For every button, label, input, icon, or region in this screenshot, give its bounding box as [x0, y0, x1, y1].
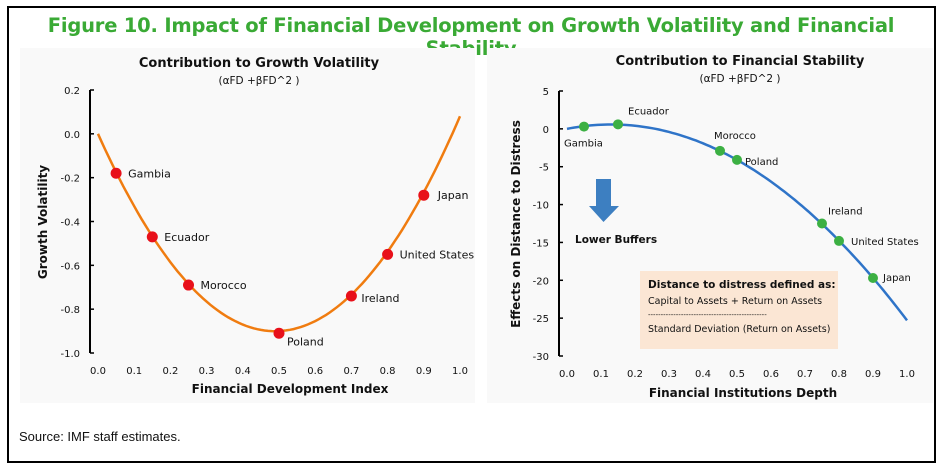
right-x-tick-label: 0.5 [729, 369, 745, 380]
left-x-tick-label: 0.5 [271, 366, 287, 377]
right-y-tick-label: -20 [533, 276, 549, 287]
right-point-ecuador [613, 119, 623, 130]
left-x-tick-label: 0.9 [416, 366, 432, 377]
right-plot: 5 0 -5 -10 -15 -20 -25 -30 0.0 0.1 0.2 0.3 0.4 0.5 0.6… [533, 87, 919, 380]
source-note: Source: IMF staff estimates. [19, 429, 181, 444]
lower-buffers-label: Lower Buffers [575, 234, 657, 246]
left-point-morocco [183, 279, 194, 291]
right-chart-subtitle: (αFD +βFD^2 ) [699, 73, 780, 85]
left-plot: 0.2 0.0 -0.2 -0.4 -0.6 -0.8 -1.0 0.0 0.1 0.2 0.3 0.… [60, 86, 474, 377]
right-x-axis-label: Financial Institutions Depth [649, 386, 837, 400]
definition-denominator: Standard Deviation (Return on Assets) [648, 324, 830, 335]
lower-buffers-arrow: Lower Buffers [575, 179, 657, 246]
right-point-gambia [579, 121, 589, 132]
right-chart-title: Contribution to Financial Stability [616, 54, 865, 69]
right-point-ireland [817, 218, 827, 229]
left-x-tick-label: 0.0 [90, 366, 106, 377]
left-point-japan [418, 189, 430, 201]
left-point-label: Japan [437, 189, 469, 202]
left-point-label: Morocco [201, 279, 247, 292]
right-point-label: Poland [745, 157, 778, 168]
left-point-united-states [382, 248, 394, 260]
right-x-tick-label: 0.3 [661, 369, 677, 380]
right-point-label: Gambia [564, 139, 603, 150]
left-y-tick-label: -0.8 [60, 305, 80, 316]
left-x-tick-label: 0.6 [307, 366, 323, 377]
right-x-tick-label: 0.6 [763, 369, 779, 380]
left-y-tick-label: 0.0 [64, 130, 80, 141]
left-point-label: United States [400, 248, 475, 261]
right-point-label: Ecuador [628, 106, 670, 117]
left-chart-background [20, 48, 475, 403]
right-y-tick-label: 5 [543, 87, 549, 98]
left-point-label: Gambia [128, 167, 171, 180]
right-point-united-states [834, 235, 844, 246]
right-point-label: Ireland [828, 207, 863, 218]
left-x-tick-label: 0.4 [235, 366, 251, 377]
right-y-tick-label: -15 [533, 238, 549, 249]
left-x-tick-label: 0.8 [380, 366, 396, 377]
right-x-tick-label: 0.7 [797, 369, 813, 380]
definition-divider: ----------------------------------------… [648, 311, 767, 319]
right-x-tick-label: 0.2 [627, 369, 643, 380]
left-x-tick-label: 0.1 [126, 366, 142, 377]
left-point-poland [273, 327, 285, 339]
left-point-label: Poland [287, 335, 324, 348]
right-y-tick-label: 0 [543, 125, 549, 136]
right-point-label: Morocco [714, 131, 756, 142]
left-y-tick-label: -0.6 [60, 261, 80, 272]
definition-heading: Distance to distress defined as: [648, 279, 836, 291]
left-point-ireland [345, 290, 357, 302]
right-y-axis-label: Effects on Distance to Distress [509, 120, 523, 328]
left-y-axis-label: Growth Volatility [36, 165, 50, 279]
right-y-tick-label: -25 [533, 314, 549, 325]
right-x-tick-label: 1.0 [899, 369, 915, 380]
right-x-tick-label: 0.1 [593, 369, 609, 380]
right-x-tick-label: 0.8 [831, 369, 847, 380]
definition-numerator: Capital to Assets + Return on Assets [648, 296, 822, 307]
right-x-tick-label: 0.9 [865, 369, 881, 380]
left-point-gambia [110, 167, 122, 179]
right-point-label: Japan [882, 273, 911, 284]
right-y-tick-label: -30 [533, 352, 549, 363]
right-point-morocco [715, 145, 725, 156]
figure-frame [7, 6, 936, 463]
right-point-poland [732, 154, 742, 165]
right-x-tick-label: 0.0 [559, 369, 575, 380]
left-point-ecuador [146, 231, 158, 243]
left-x-tick-label: 0.7 [343, 366, 359, 377]
left-y-tick-label: -0.2 [60, 174, 80, 185]
right-y-tick-label: -10 [533, 201, 549, 212]
left-x-tick-label: 1.0 [452, 366, 468, 377]
right-point-label: United States [851, 237, 919, 248]
left-y-tick-label: -0.4 [60, 218, 80, 229]
definition-box-background [640, 271, 838, 349]
left-y-tick-label: 0.2 [64, 86, 80, 97]
left-x-tick-label: 0.3 [199, 366, 215, 377]
right-chart-background [487, 48, 933, 403]
right-x-tick-label: 0.4 [695, 369, 711, 380]
definition-box: Distance to distress defined as: Capital… [640, 271, 838, 349]
left-chart-title: Contribution to Growth Volatility [139, 56, 380, 71]
left-chart-subtitle: (αFD +βFD^2 ) [218, 75, 299, 87]
left-x-tick-label: 0.2 [162, 366, 178, 377]
left-x-axis-label: Financial Development Index [192, 382, 389, 396]
left-y-tick-label: -1.0 [60, 349, 80, 360]
left-point-label: Ireland [361, 292, 399, 305]
left-point-label: Ecuador [164, 231, 209, 244]
right-y-tick-label: -5 [539, 163, 549, 174]
down-arrow-icon [589, 179, 619, 222]
right-point-japan [868, 273, 878, 284]
